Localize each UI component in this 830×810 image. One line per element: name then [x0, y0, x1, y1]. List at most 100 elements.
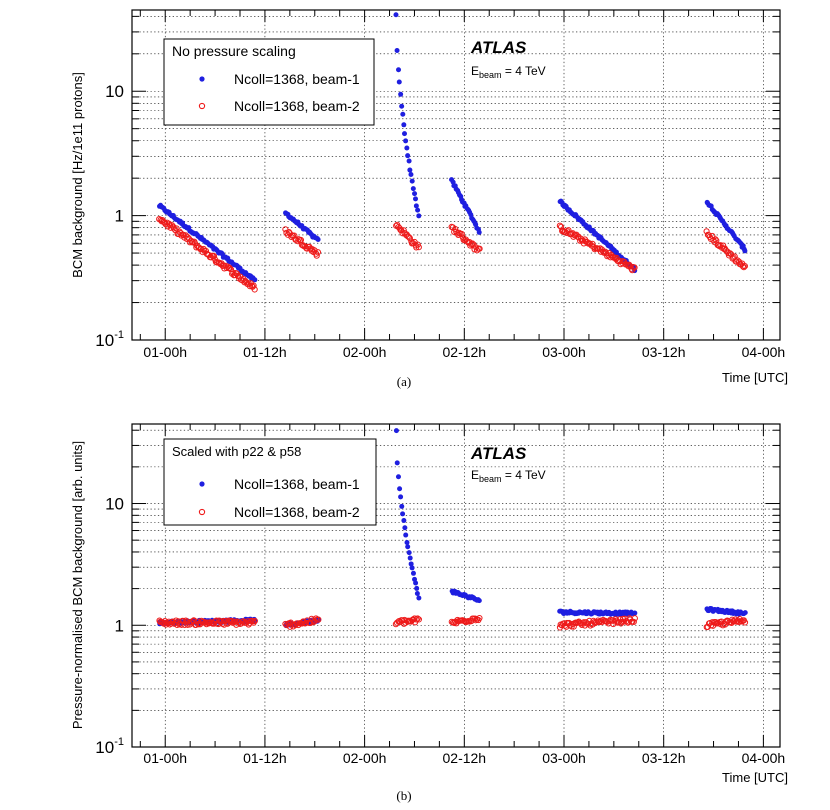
data-point-beam1: [632, 610, 638, 616]
data-point-beam1: [410, 186, 416, 192]
data-point-beam1: [476, 598, 482, 604]
energy-subscript-b: beam: [479, 474, 502, 484]
data-point-beam2: [406, 235, 413, 242]
data-point-beam2: [226, 264, 233, 272]
data-point-beam2: [231, 618, 239, 625]
data-point-beam1: [252, 277, 258, 283]
data-point-beam2: [251, 286, 258, 293]
data-point-beam1: [402, 525, 408, 531]
y-tick-label: 10: [105, 82, 124, 101]
data-point-beam2: [556, 222, 564, 229]
data-point-beam1: [403, 138, 409, 144]
data-point-beam2: [314, 249, 322, 256]
plot-frame-a: [131, 9, 781, 341]
points-b: [156, 428, 749, 631]
y-tick-label: 10-1: [95, 736, 124, 757]
data-point-beam1: [405, 153, 411, 159]
data-point-beam2: [631, 264, 638, 271]
x-tick-label: 03-00h: [542, 344, 586, 360]
data-point-beam1: [742, 248, 748, 254]
data-point-beam2: [739, 263, 747, 270]
legend-box-a: [163, 38, 375, 126]
data-point-beam1: [407, 167, 413, 173]
energy-symbol-a: E: [471, 64, 479, 78]
data-point-beam2: [741, 619, 749, 626]
panel-b: 01-00h 01-12h 02-00h 02-12h 03-00h 03-12h 04-0…: [70, 423, 788, 803]
data-point-beam2: [285, 229, 293, 236]
legend-header-a: No pressure scaling: [172, 43, 296, 59]
data-point-beam1: [398, 91, 404, 97]
data-point-beam1: [414, 591, 420, 597]
ticks-a: 01-00h 01-12h 02-00h 02-12h 03-00h 03-12h 04-0…: [95, 10, 785, 360]
data-point-beam2: [184, 234, 191, 241]
x-tick-label: 01-12h: [243, 344, 287, 360]
legend-entry-beam2-a: Ncoll=1368, beam-2: [234, 98, 360, 114]
data-point-beam1: [406, 158, 412, 164]
legend-entry-beam1-b: Ncoll=1368, beam-1: [234, 476, 360, 492]
energy-symbol-b: E: [471, 468, 479, 482]
plot-frame-b: [131, 423, 781, 748]
data-point-beam2: [469, 240, 476, 247]
data-point-beam1: [416, 595, 422, 601]
data-point-beam2: [311, 247, 318, 254]
data-point-beam2: [289, 232, 296, 239]
legend-a: No pressure scaling Ncoll=1368, beam-1 N…: [163, 38, 375, 126]
data-point-beam2: [594, 245, 601, 252]
y-tick-label: 1: [115, 616, 124, 635]
data-point-beam1: [413, 580, 419, 586]
energy-label-b: Ebeam = 4 TeV: [471, 468, 546, 484]
data-point-beam2: [631, 615, 638, 622]
data-point-beam1: [393, 428, 399, 434]
data-point-beam1: [742, 610, 748, 616]
panel-a: 01-00h 01-12h 02-00h 02-12h 03-00h 03-12h 04-0…: [70, 9, 788, 389]
data-point-beam1: [398, 494, 404, 500]
y-tick-label: 10: [105, 495, 124, 514]
x-tick-label: 01-00h: [143, 750, 187, 766]
data-point-beam2: [415, 616, 422, 623]
data-point-beam2: [415, 244, 422, 251]
data-point-beam1: [415, 207, 421, 213]
x-tick-label: 02-00h: [343, 344, 387, 360]
data-point-beam2: [182, 232, 189, 239]
data-point-beam2: [414, 615, 421, 622]
x-tick-label: 02-12h: [443, 344, 487, 360]
y-tick-label: 10-1: [95, 329, 124, 350]
data-point-beam1: [400, 511, 406, 517]
legend-header-b: Scaled with p22 & p58: [172, 444, 301, 459]
data-point-beam2: [165, 220, 173, 227]
data-point-beam2: [166, 221, 174, 229]
data-point-beam1: [408, 561, 414, 567]
y-tick-label: 1: [115, 207, 124, 226]
data-point-beam1: [412, 191, 418, 197]
legend-entry-beam1-a: Ncoll=1368, beam-1: [234, 71, 360, 87]
x-tick-label: 02-12h: [443, 750, 487, 766]
panel-label-b: (b): [396, 788, 411, 803]
x-axis-label-b: Time [UTC]: [722, 770, 788, 785]
data-point-beam2: [727, 250, 734, 257]
ticks-b: 01-00h 01-12h 02-00h 02-12h 03-00h 03-12h 04-0…: [95, 424, 785, 766]
legend-marker-beam1-a: [199, 76, 205, 82]
data-point-beam2: [741, 263, 748, 270]
data-point-beam1: [393, 12, 399, 18]
x-tick-label: 01-12h: [243, 750, 287, 766]
data-point-beam1: [396, 67, 402, 73]
data-point-beam2: [170, 225, 177, 232]
data-point-beam2: [620, 618, 628, 625]
data-point-beam1: [413, 203, 419, 209]
data-point-beam1: [401, 131, 407, 137]
data-point-beam1: [397, 486, 403, 492]
data-point-beam2: [251, 617, 258, 625]
x-tick-label: 04-00h: [742, 750, 786, 766]
data-point-beam2: [709, 232, 716, 240]
atlas-label-a: ATLAS: [470, 38, 527, 57]
data-point-beam1: [413, 196, 419, 202]
data-point-beam1: [403, 532, 409, 538]
data-point-beam2: [630, 618, 637, 626]
data-point-beam2: [313, 252, 320, 259]
x-tick-label: 02-00h: [343, 750, 387, 766]
points-a: [156, 12, 748, 293]
y-axis-label-a: BCM background [Hz/1e11 protons]: [70, 72, 85, 278]
data-point-beam2: [178, 621, 185, 628]
data-point-beam2: [476, 614, 483, 622]
x-axis-label-a: Time [UTC]: [722, 370, 788, 385]
